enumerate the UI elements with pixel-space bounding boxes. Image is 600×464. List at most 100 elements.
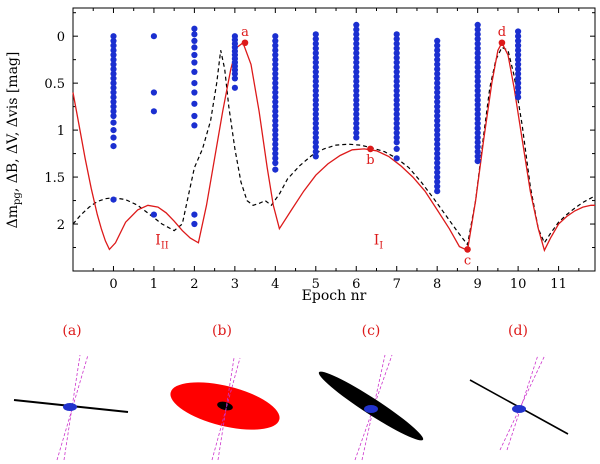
observation-point	[353, 134, 360, 141]
observation-point	[110, 98, 117, 105]
observation-point	[434, 141, 441, 148]
observation-point	[353, 59, 360, 66]
observation-point	[474, 158, 481, 165]
observation-point	[393, 129, 400, 136]
observation-point	[272, 94, 279, 101]
panel-a-orbit-line	[63, 354, 81, 461]
observation-point	[110, 66, 117, 73]
observation-point	[191, 80, 198, 87]
observation-point	[515, 75, 522, 82]
panel-d-star	[512, 405, 526, 413]
observation-point	[474, 73, 481, 80]
observation-point	[353, 97, 360, 104]
observation-point	[312, 111, 319, 118]
observation-point	[434, 169, 441, 176]
observation-point	[191, 31, 198, 38]
marked-point-a	[241, 39, 249, 47]
observation-point	[312, 125, 319, 132]
panel-c-label: (c)	[362, 323, 381, 339]
observation-point	[393, 115, 400, 122]
x-tick-label: 3	[231, 277, 239, 292]
observation-point	[353, 78, 360, 85]
observation-point	[353, 50, 360, 57]
annotation-subscript: II	[161, 241, 169, 252]
x-tick-label: 6	[352, 277, 360, 292]
observation-point	[393, 78, 400, 85]
observation-point	[474, 35, 481, 43]
observation-point	[515, 37, 522, 45]
observation-point	[110, 80, 117, 87]
y-tick-label: 1.5	[44, 171, 65, 186]
annotation-main: I	[155, 233, 161, 249]
observation-point	[272, 61, 279, 68]
observation-point	[312, 50, 319, 57]
observation-point	[312, 78, 319, 85]
observation-point	[110, 127, 117, 134]
axis-ticks: 0 1 2 3 4 5 6 7 8 9 10 11 0 0.5 1 1.5 2	[44, 8, 595, 292]
observation-point	[312, 106, 319, 113]
observation-point	[515, 70, 522, 77]
observation-point	[434, 70, 441, 77]
panel-b-label: (b)	[212, 323, 232, 339]
observation-point	[353, 26, 360, 33]
observation-point	[393, 59, 400, 66]
observation-point	[191, 37, 198, 45]
observation-point	[231, 84, 238, 91]
panel-c-orbit-line	[361, 354, 386, 461]
observation-point	[434, 145, 441, 152]
observation-point	[312, 97, 319, 104]
observation-point	[191, 44, 198, 51]
observation-point	[434, 131, 441, 138]
minimum-annotation: II	[374, 233, 384, 252]
observation-point	[312, 87, 319, 94]
observation-point	[434, 51, 441, 59]
observation-point	[353, 21, 360, 28]
observation-point	[110, 70, 117, 77]
panel-b-diagram	[170, 357, 280, 461]
observation-point	[434, 117, 441, 124]
observation-point	[353, 68, 360, 75]
annotations: III II	[155, 233, 383, 252]
observation-point	[474, 68, 481, 75]
observation-point	[434, 37, 441, 45]
observation-point	[353, 115, 360, 122]
observation-point	[272, 155, 279, 162]
observation-point	[474, 115, 481, 122]
observation-point	[474, 120, 481, 127]
observation-point	[191, 89, 198, 96]
observation-point	[434, 127, 441, 134]
observation-point	[272, 80, 279, 87]
model-curves	[72, 41, 596, 253]
observation-point	[434, 122, 441, 129]
observation-point	[272, 66, 279, 73]
observation-point	[272, 166, 279, 173]
observation-point	[110, 61, 117, 68]
observation-point	[393, 120, 400, 127]
x-tick-label: 4	[271, 277, 279, 292]
observation-point	[474, 134, 481, 141]
observation-point	[312, 129, 319, 136]
observation-point	[474, 40, 481, 47]
observation-point	[312, 68, 319, 75]
observation-point	[353, 73, 360, 80]
disk-geometry-panels: (a) (b) (c) (d)	[13, 323, 569, 461]
observation-point	[191, 112, 198, 120]
x-tick-label: 2	[190, 277, 198, 292]
observation-point	[353, 101, 360, 108]
observation-point	[393, 134, 400, 141]
observation-point	[474, 148, 481, 155]
observation-point	[474, 59, 481, 66]
observation-point	[110, 84, 117, 91]
observation-point	[110, 94, 117, 101]
observation-point	[191, 100, 198, 107]
observation-point	[110, 51, 117, 59]
observation-point	[272, 56, 279, 63]
y-axis-label-part: , ΔB, ΔV, Δvis [mag]	[5, 52, 21, 193]
observation-point	[434, 103, 441, 110]
observation-point	[474, 50, 481, 57]
observation-point	[312, 73, 319, 80]
observation-point	[312, 92, 319, 99]
observation-point	[272, 42, 279, 49]
observation-point	[353, 35, 360, 43]
observation-point	[272, 84, 279, 91]
